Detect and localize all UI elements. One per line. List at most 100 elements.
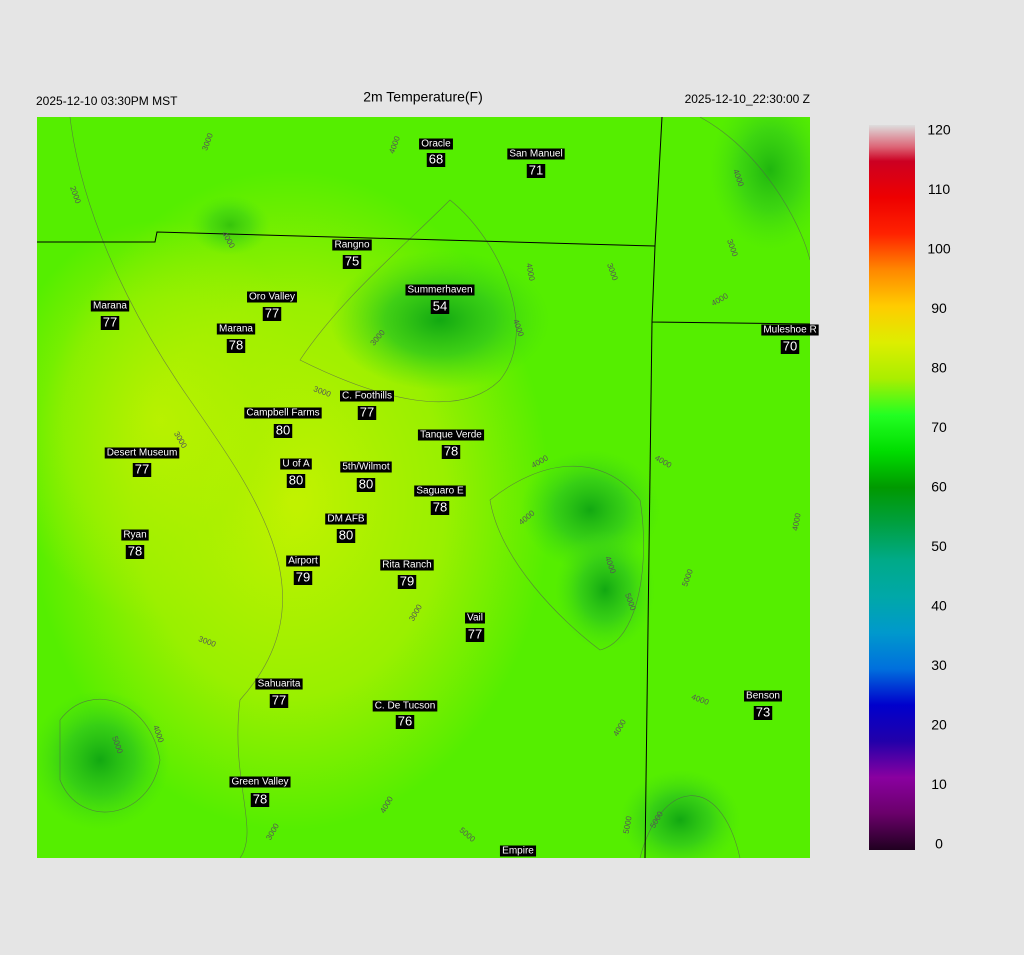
station-value: 75 [345, 253, 359, 268]
station-name: DM AFB [327, 514, 365, 525]
station-name-bg [340, 461, 392, 473]
colorbar-tick-label: 120 [927, 122, 951, 138]
local-time: 2025-12-10 03:30PM MST [36, 94, 178, 108]
station-name: San Manuel [509, 149, 562, 160]
station-value: 77 [103, 314, 117, 329]
utc-time: 2025-12-10_22:30:00 Z [685, 92, 810, 106]
station-name-bg [372, 700, 438, 712]
colorbar-tick-label: 80 [931, 360, 947, 376]
station-value: 78 [128, 543, 142, 558]
station-name-bg [405, 284, 475, 296]
station: Green Valley 78 [229, 776, 291, 807]
station-name-bg [255, 678, 303, 690]
station-value: 71 [529, 162, 543, 177]
station-name: Benson [746, 691, 780, 702]
station-value-bg [269, 694, 289, 708]
station-name-bg [744, 690, 782, 702]
station-value-bg [286, 474, 306, 488]
station-value: 78 [433, 499, 447, 514]
station-value: 80 [339, 527, 353, 542]
station-value: 78 [253, 791, 267, 806]
station-value-bg [780, 340, 800, 354]
station-name-bg [90, 300, 130, 312]
colorbar-tick-label: 90 [931, 300, 947, 316]
station-name: Marana [219, 324, 253, 335]
station-name: C. Foothills [342, 391, 392, 402]
contour-label: 5000 [622, 815, 634, 835]
station-name-bg [761, 324, 819, 336]
station-value: 77 [468, 626, 482, 641]
station-value-bg [226, 339, 246, 353]
station-name-bg [417, 429, 485, 441]
station-value: 78 [229, 337, 243, 352]
station-value: 77 [135, 461, 149, 476]
station-name-bg [286, 555, 320, 567]
station-name: Sahuarita [258, 679, 301, 690]
station-name-bg [332, 239, 372, 251]
station: 5th/Wilmot 80 [340, 461, 392, 492]
station-name-bg [104, 447, 180, 459]
station-value: 68 [429, 151, 443, 166]
station-name: Vail [467, 613, 483, 624]
station-value-bg [430, 501, 450, 515]
station-value-bg [342, 255, 362, 269]
station-value-bg [441, 445, 461, 459]
contour-label: 4000 [791, 512, 803, 532]
station-name-bg [121, 529, 149, 541]
station-value-bg [132, 463, 152, 477]
station: Marana 78 [216, 323, 256, 353]
station-value: 76 [398, 713, 412, 728]
station: Benson 73 [744, 690, 782, 720]
station-name-bg [339, 390, 395, 402]
station-name: Summerhaven [407, 285, 472, 296]
station: Saguaro E 78 [414, 485, 466, 515]
station-name-bg [244, 407, 322, 419]
station-value: 80 [359, 476, 373, 491]
station-name: Marana [93, 301, 127, 312]
station: Sahuarita 77 [255, 678, 303, 708]
station-value-bg [250, 793, 270, 807]
station-value-bg [426, 153, 446, 167]
station-value: 54 [433, 298, 447, 313]
station: Muleshoe R 70 [761, 324, 819, 354]
station-name: U of A [282, 459, 310, 470]
station: Vail 77 [465, 612, 485, 642]
colorbar-tick-label: 60 [931, 479, 947, 495]
station-value-bg [356, 478, 376, 492]
station: Airport 79 [286, 555, 320, 585]
station-name: Muleshoe R [763, 325, 816, 336]
colorbar [869, 125, 915, 850]
station-name: Green Valley [231, 777, 288, 788]
colorbar-tick-label: 50 [931, 538, 947, 554]
station-value-bg [465, 628, 485, 642]
station: Campbell Farms 80 [244, 407, 322, 438]
colorbar-tick-label: 10 [931, 776, 947, 792]
station-value-bg [262, 307, 282, 321]
station-value: 70 [783, 338, 797, 353]
temperature-field [37, 117, 810, 858]
station-value: 79 [400, 573, 414, 588]
station-name-bg [280, 458, 312, 470]
station-name: Desert Museum [107, 448, 178, 459]
station-name-bg [247, 291, 297, 303]
station-name: Ryan [123, 530, 146, 541]
station-value-bg [395, 715, 415, 729]
station-value-bg [336, 529, 356, 543]
station-value-bg [293, 571, 313, 585]
station-value: 73 [756, 704, 770, 719]
station: Summerhaven 54 [405, 284, 475, 314]
station: Ryan 78 [121, 529, 149, 559]
station-name: Tanque Verde [420, 430, 482, 441]
map-title: 2m Temperature(F) [363, 89, 483, 105]
station-name-bg [465, 612, 485, 624]
station: Marana 77 [90, 300, 130, 330]
station-name: Airport [288, 556, 318, 567]
station-name: 5th/Wilmot [342, 462, 389, 473]
station-value-bg [397, 575, 417, 589]
station-value: 80 [276, 422, 290, 437]
station-name: Oracle [421, 139, 451, 150]
colorbar-tick-label: 40 [931, 598, 947, 614]
station-name-bg [414, 485, 466, 497]
